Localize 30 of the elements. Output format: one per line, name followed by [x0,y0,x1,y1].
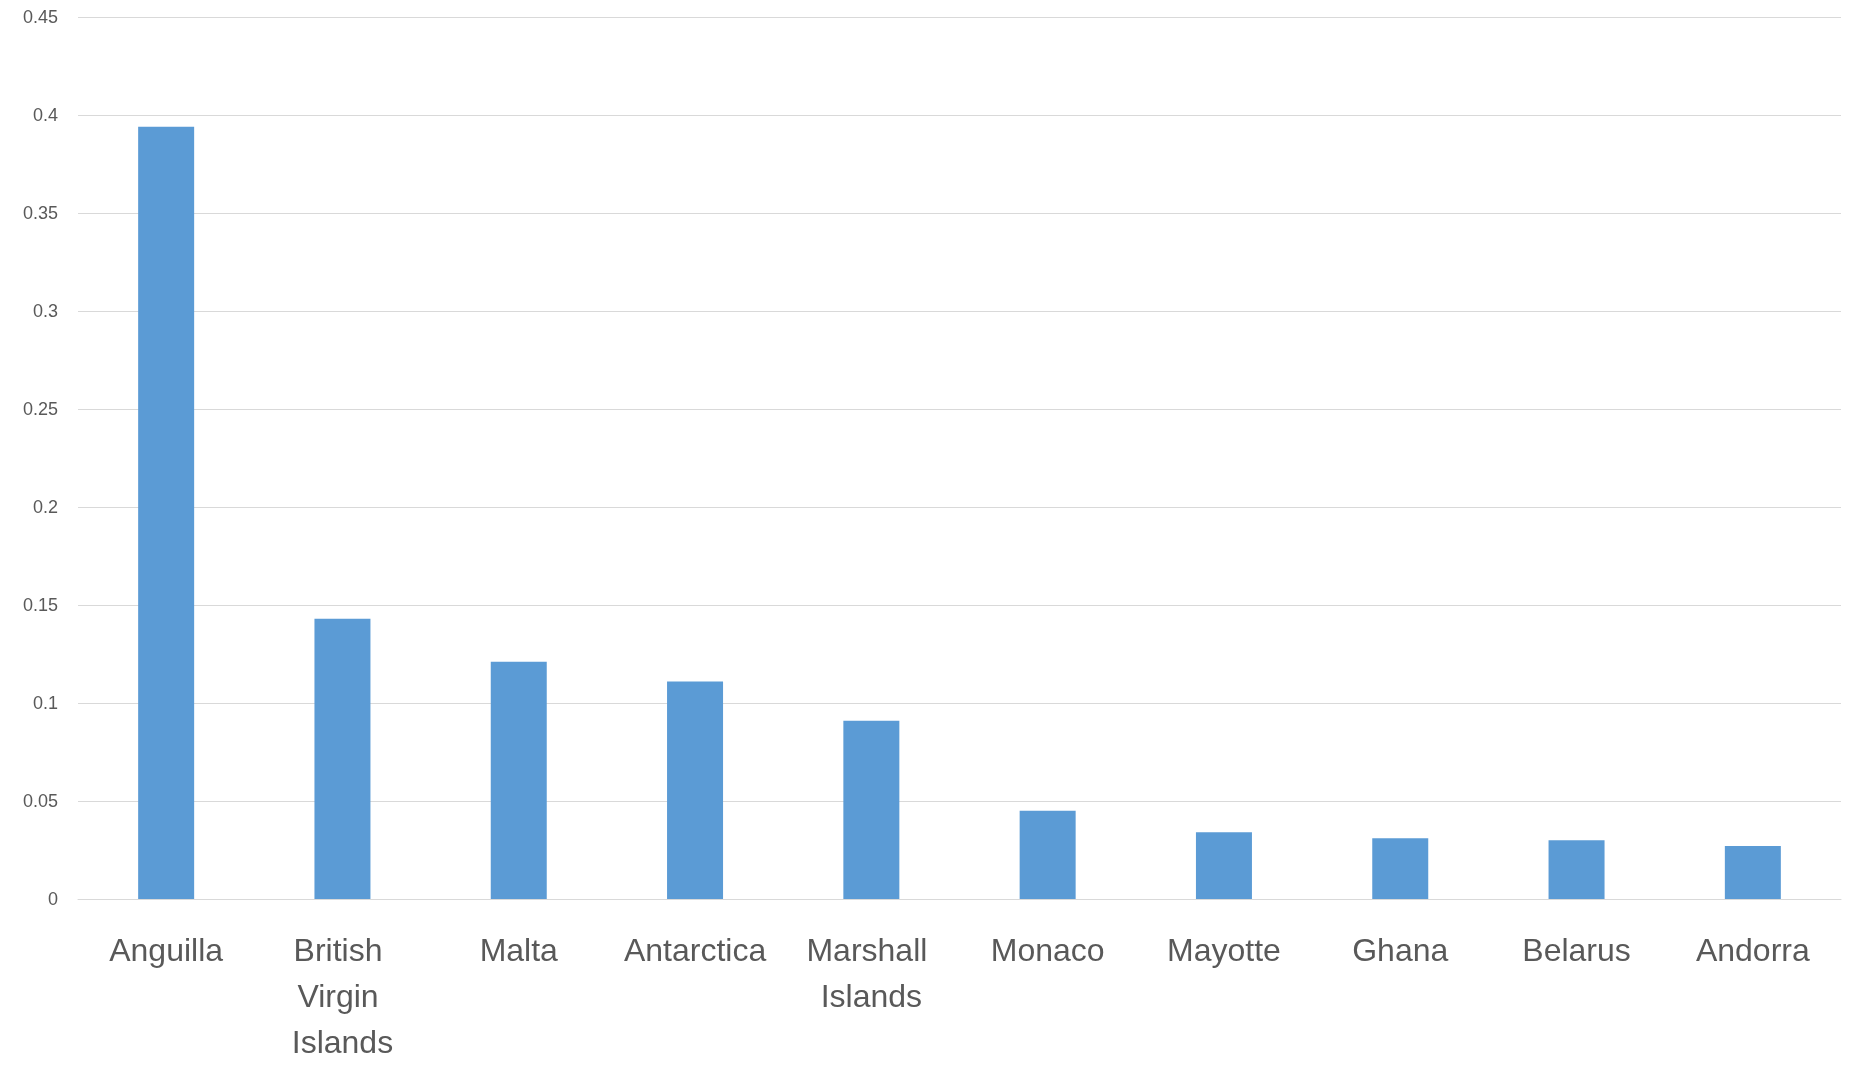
x-tick-label: British Virgin Islands [291,932,394,1060]
bar [1724,846,1781,899]
bar [843,720,900,899]
x-tick-label: Andorra [1695,932,1810,968]
bar [138,126,195,899]
y-tick-label: 0.4 [32,105,58,125]
y-tick-label: 0.05 [22,791,58,811]
bar [1372,838,1429,899]
x-tick-label: Belarus [1522,932,1631,968]
y-tick-label: 0.15 [22,595,58,615]
x-tick-label: Anguilla [109,932,224,968]
y-tick-label: 0.45 [22,7,58,27]
bar [314,618,371,899]
x-tick-label: Monaco [990,932,1105,968]
y-tick-label: 0.3 [32,301,58,321]
x-tick-label: Marshall Islands [806,932,937,1014]
bar [1548,840,1605,899]
x-tick-label: Ghana [1352,932,1449,968]
bar [1019,810,1076,899]
y-tick-label: 0.1 [32,693,58,713]
bar [1195,832,1252,899]
y-tick-label: 0.35 [22,203,58,223]
x-tick-label: Mayotte [1167,932,1281,968]
y-tick-label: 0.25 [22,399,58,419]
y-tick-label: 0.2 [32,497,58,517]
bar [667,681,724,899]
bar [490,661,547,899]
x-tick-label: Antarctica [623,932,767,968]
x-tick-label: Malta [479,932,559,968]
y-tick-label: 0 [47,889,58,909]
